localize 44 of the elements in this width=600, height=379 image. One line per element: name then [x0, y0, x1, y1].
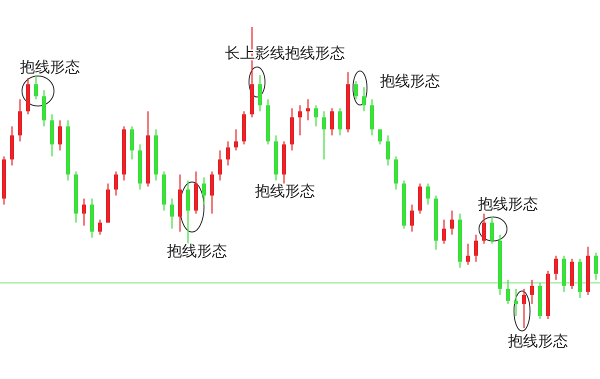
candlestick — [490, 216, 494, 244]
candlestick — [202, 176, 206, 206]
annotation: 抱线形态 — [167, 242, 227, 260]
candlestick — [170, 198, 174, 230]
candlestick — [378, 128, 382, 145]
annotation: 抱线形态 — [380, 72, 440, 90]
annotation: 抱线形态 — [508, 332, 568, 350]
candlestick — [306, 98, 310, 121]
candlestick — [522, 288, 526, 329]
candlestick — [506, 279, 510, 305]
annotation: 抱线形态 — [255, 182, 315, 200]
candlestick — [362, 86, 366, 112]
candlestick — [466, 243, 470, 266]
candlestick — [474, 234, 478, 262]
candlestick — [114, 170, 118, 196]
candlestick — [338, 108, 342, 136]
candlestick — [442, 219, 446, 244]
candlestick — [82, 198, 86, 226]
candlestick — [234, 128, 238, 152]
candlestick — [226, 140, 230, 166]
candlestick — [34, 74, 38, 100]
candlestick — [322, 110, 326, 160]
candlestick — [130, 126, 134, 160]
candlestick — [554, 255, 558, 280]
candlestick — [186, 180, 190, 244]
candlestick — [482, 213, 486, 244]
candlestick — [514, 288, 518, 317]
candlestick — [298, 104, 302, 136]
candlestick — [218, 150, 222, 182]
candlestick — [426, 182, 430, 206]
candlestick — [594, 252, 598, 280]
candlestick — [258, 74, 262, 112]
candlestick — [410, 204, 414, 232]
candlestick — [210, 170, 214, 214]
candlestick — [58, 120, 62, 152]
candlestick — [386, 134, 390, 166]
candlestick — [450, 210, 454, 236]
annotation: 抱线形态 — [20, 58, 80, 76]
candlestick — [314, 104, 318, 127]
annotation: 抱线形态 — [478, 195, 538, 213]
candlestick — [330, 108, 334, 136]
candlestick — [530, 279, 534, 305]
candlestick — [354, 80, 358, 100]
candlestick — [98, 219, 102, 236]
